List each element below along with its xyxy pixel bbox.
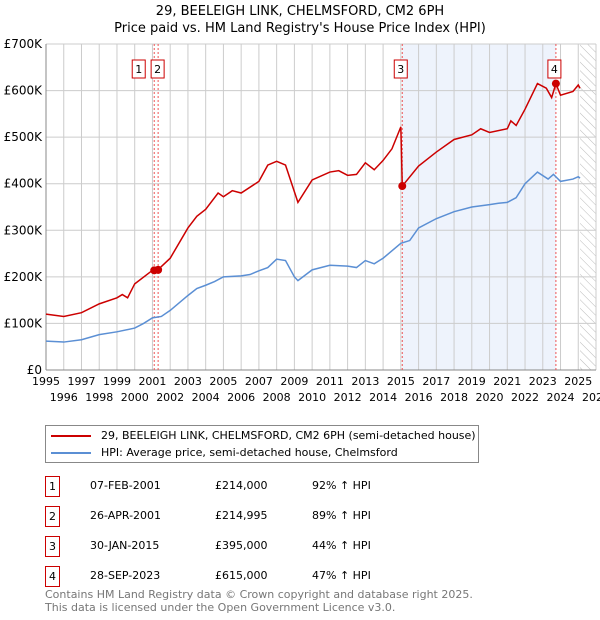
sale-label: 3 — [397, 63, 404, 76]
x-tick-label: 2026 — [582, 391, 600, 404]
y-tick-label: £300K — [4, 223, 44, 237]
sale-label: 1 — [135, 63, 142, 76]
sale-hpi: 92% ↑ HPI — [312, 479, 371, 492]
legend: 29, BEELEIGH LINK, CHELMSFORD, CM2 6PH (… — [45, 425, 479, 463]
sale-label: 2 — [154, 63, 161, 76]
y-tick-label: £100K — [4, 316, 44, 330]
sale-label-box — [150, 59, 165, 79]
x-tick-label: 2000 — [121, 391, 149, 404]
x-tick-label: 2002 — [156, 391, 184, 404]
legend-item-hpi: HPI: Average price, semi-detached house,… — [46, 445, 398, 461]
sale-label-box — [393, 59, 408, 79]
x-tick-label: 2001 — [138, 375, 166, 388]
y-tick-label: £700K — [4, 37, 44, 51]
series-line — [45, 171, 581, 343]
sale-price: £395,000 — [215, 539, 268, 552]
x-tick-label: 2010 — [298, 391, 326, 404]
legend-swatch — [51, 435, 91, 437]
x-tick-label: 2008 — [263, 391, 291, 404]
y-tick-label: £200K — [4, 270, 44, 284]
sale-number: 1 — [45, 476, 60, 497]
x-tick-label: 2006 — [227, 391, 255, 404]
y-tick-label: £600K — [4, 84, 44, 98]
x-tick-label: 2015 — [387, 375, 415, 388]
x-tick-label: 1995 — [32, 375, 60, 388]
sale-point — [398, 182, 407, 191]
y-tick-label: £0 — [27, 363, 42, 377]
sale-label: 4 — [551, 63, 558, 76]
x-tick-label: 1997 — [67, 375, 95, 388]
footer-line: Contains HM Land Registry data © Crown c… — [45, 588, 473, 601]
x-tick-label: 2024 — [547, 391, 575, 404]
sale-row: 2 26-APR-2001 £214,995 89% ↑ HPI — [45, 506, 465, 527]
x-tick-label: 2014 — [369, 391, 397, 404]
sale-number: 2 — [45, 506, 60, 527]
x-tick-label: 2013 — [351, 375, 379, 388]
footer: Contains HM Land Registry data © Crown c… — [45, 588, 473, 614]
footer-line: This data is licensed under the Open Gov… — [45, 601, 396, 614]
x-tick-label: 2009 — [280, 375, 308, 388]
forecast-hatch — [580, 44, 596, 370]
sale-number: 3 — [45, 536, 60, 557]
x-tick-label: 1999 — [103, 375, 131, 388]
legend-label: 29, BEELEIGH LINK, CHELMSFORD, CM2 6PH (… — [101, 429, 476, 442]
x-tick-label: 2011 — [316, 375, 344, 388]
sale-point — [551, 79, 560, 88]
chart-title: 29, BEELEIGH LINK, CHELMSFORD, CM2 6PH — [155, 4, 445, 19]
sale-date: 30-JAN-2015 — [90, 539, 160, 552]
x-tick-label: 2016 — [405, 391, 433, 404]
sale-price: £615,000 — [215, 569, 268, 582]
sale-label-box — [131, 59, 146, 79]
x-tick-label: 2022 — [511, 391, 539, 404]
x-tick-label: 2005 — [209, 375, 237, 388]
x-tick-label: 1998 — [85, 391, 113, 404]
y-tick-label: £400K — [4, 177, 44, 191]
x-tick-label: 1996 — [50, 391, 78, 404]
x-tick-label: 2003 — [174, 375, 202, 388]
chart-subtitle: Price paid vs. HM Land Registry's House … — [114, 21, 486, 36]
sale-label-box — [547, 59, 562, 79]
y-tick-label: £500K — [4, 130, 44, 144]
x-tick-label: 2007 — [245, 375, 273, 388]
x-tick-label: 2023 — [529, 375, 557, 388]
legend-swatch — [51, 452, 91, 454]
legend-label: HPI: Average price, semi-detached house,… — [101, 446, 398, 459]
x-tick-label: 2020 — [476, 391, 504, 404]
sale-price: £214,000 — [215, 479, 268, 492]
x-tick-label: 2017 — [422, 375, 450, 388]
sale-point — [154, 265, 163, 274]
x-tick-label: 2004 — [192, 391, 220, 404]
sale-date: 28-SEP-2023 — [90, 569, 161, 582]
x-tick-label: 2019 — [458, 375, 486, 388]
sale-date: 26-APR-2001 — [90, 509, 162, 522]
x-tick-label: 2021 — [493, 375, 521, 388]
line-chart: 1995 1996 1997 1998 1999 2000 2001 2002 2003 2004… — [4, 37, 600, 404]
sale-price: £214,995 — [215, 509, 268, 522]
x-tick-label: 2012 — [334, 391, 362, 404]
sale-number: 4 — [45, 566, 60, 587]
sale-row: 4 28-SEP-2023 £615,000 47% ↑ HPI — [45, 566, 465, 587]
x-tick-label: 2025 — [564, 375, 592, 388]
sale-row: 1 07-FEB-2001 £214,000 92% ↑ HPI — [45, 476, 465, 497]
sale-hpi: 89% ↑ HPI — [312, 509, 371, 522]
sale-hpi: 47% ↑ HPI — [312, 569, 371, 582]
legend-item-property: 29, BEELEIGH LINK, CHELMSFORD, CM2 6PH (… — [46, 428, 476, 444]
sale-date: 07-FEB-2001 — [90, 479, 161, 492]
sale-hpi: 44% ↑ HPI — [312, 539, 371, 552]
sale-row: 3 30-JAN-2015 £395,000 44% ↑ HPI — [45, 536, 465, 557]
x-tick-label: 2018 — [440, 391, 468, 404]
